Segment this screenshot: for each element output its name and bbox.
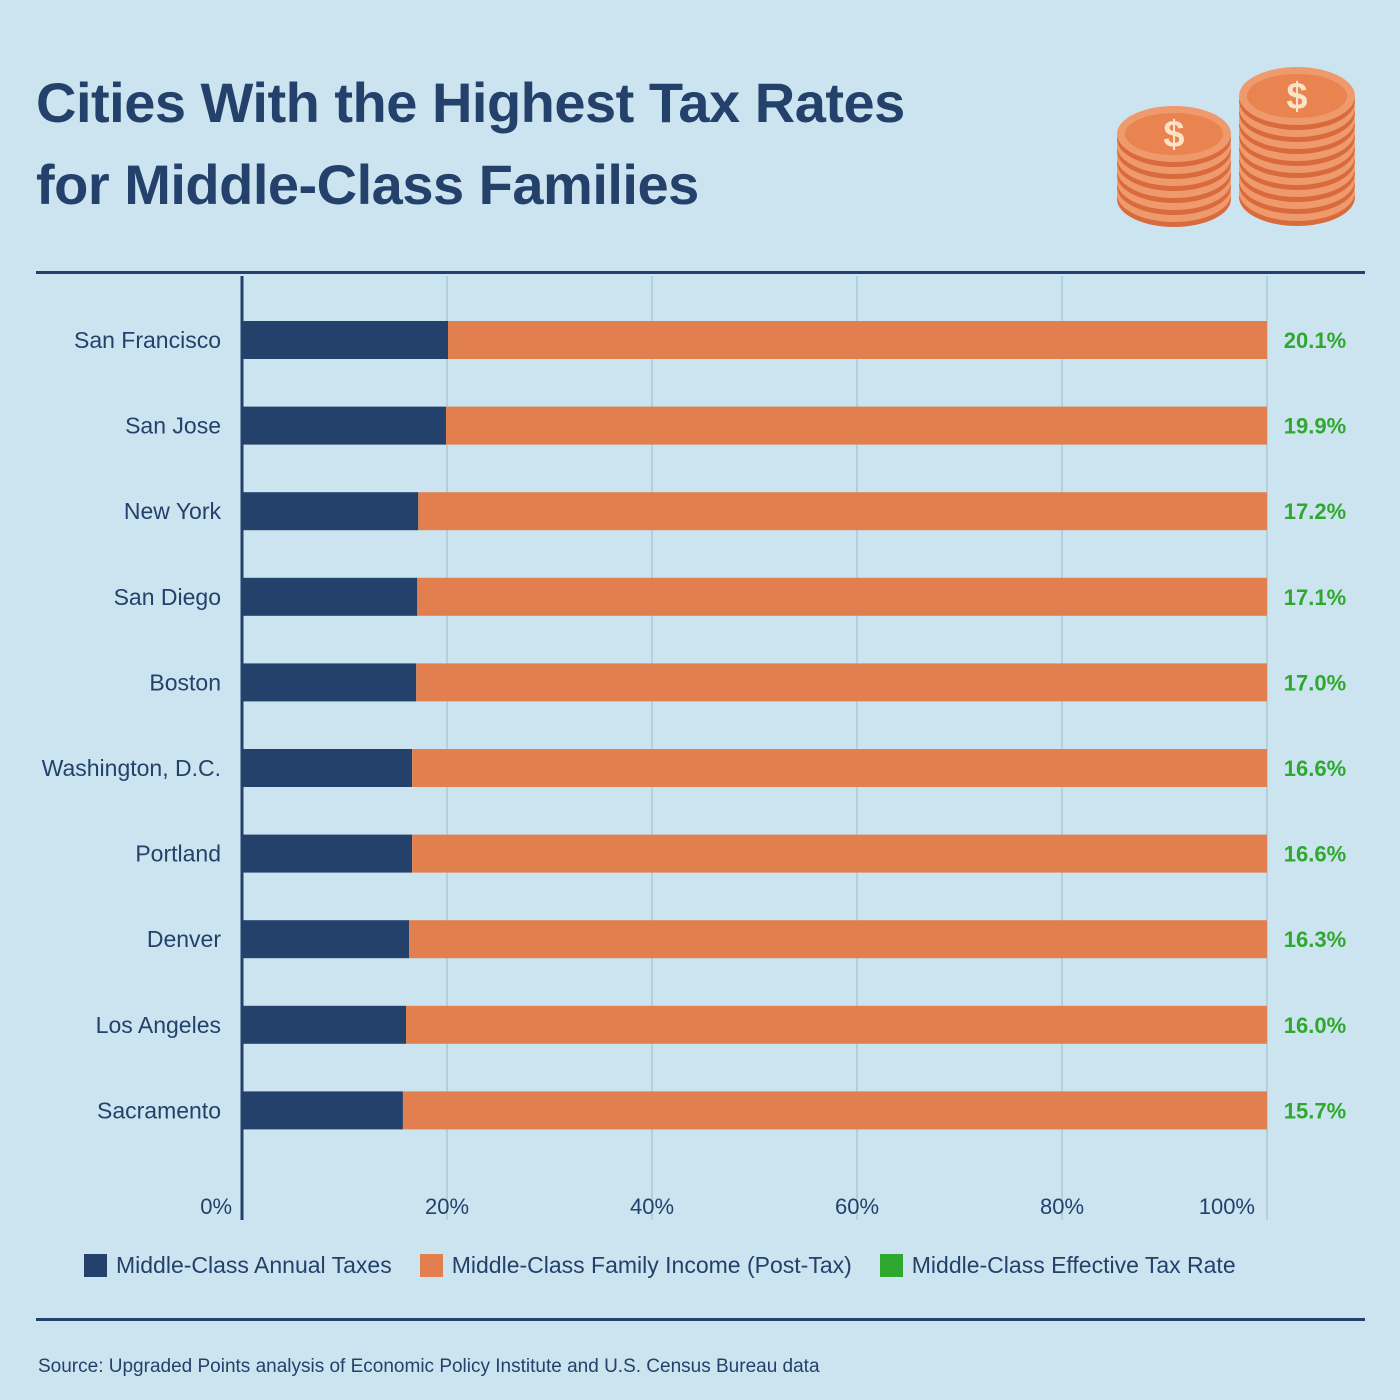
- title-line-2: for Middle-Class Families: [36, 153, 699, 216]
- x-tick-label: 80%: [1040, 1194, 1084, 1219]
- title-line-1: Cities With the Highest Tax Rates: [36, 71, 905, 134]
- x-tick-label: 20%: [425, 1194, 469, 1219]
- legend-label-taxes: Middle-Class Annual Taxes: [116, 1252, 392, 1278]
- legend-swatch-rate: [879, 1254, 903, 1277]
- legend-item-rate: Middle-Class Effective Tax Rate: [879, 1252, 1236, 1279]
- bar-income-1: [445, 406, 1268, 445]
- category-label: San Jose: [125, 413, 221, 439]
- bar-taxes-9: [242, 1091, 403, 1130]
- rate-label: 15.7%: [1284, 1098, 1346, 1123]
- rate-label: 16.0%: [1284, 1013, 1346, 1038]
- legend-swatch-taxes: [84, 1254, 107, 1277]
- legend-label-income: Middle-Class Family Income (Post-Tax): [451, 1252, 852, 1278]
- bar-income-9: [402, 1091, 1267, 1130]
- legend-item-taxes: Middle-Class Annual Taxes: [84, 1252, 392, 1279]
- bar-income-8: [406, 1005, 1267, 1044]
- rate-label: 17.2%: [1284, 499, 1346, 524]
- top-divider: [36, 271, 1365, 274]
- x-tick-label: 40%: [630, 1194, 674, 1219]
- legend-label-rate: Middle-Class Effective Tax Rate: [911, 1252, 1236, 1278]
- legend-swatch-income: [419, 1254, 443, 1277]
- bar-taxes-4: [242, 663, 417, 702]
- bar-taxes-2: [242, 492, 419, 531]
- x-tick-label: 100%: [1199, 1194, 1255, 1219]
- source-note: Source: Upgraded Points analysis of Econ…: [38, 1356, 820, 1377]
- category-label: Portland: [135, 841, 221, 867]
- coin-stacks-icon: $$: [1117, 67, 1355, 227]
- bottom-divider: [36, 1318, 1365, 1321]
- rate-label: 20.1%: [1284, 328, 1346, 353]
- bar-income-2: [418, 492, 1267, 531]
- category-label: Sacramento: [97, 1097, 221, 1123]
- bar-taxes-6: [242, 834, 413, 873]
- rate-label: 16.6%: [1284, 756, 1346, 781]
- coin-stack-small: $: [1117, 106, 1231, 227]
- bar-income-0: [448, 321, 1267, 359]
- category-label: Denver: [147, 926, 221, 952]
- bar-taxes-5: [242, 749, 413, 787]
- bar-income-6: [412, 834, 1267, 873]
- svg-text:$: $: [1286, 76, 1307, 118]
- bar-taxes-8: [242, 1005, 406, 1044]
- category-label: Boston: [149, 669, 221, 695]
- bar-taxes-1: [242, 406, 446, 445]
- category-label: New York: [124, 498, 222, 524]
- bar-income-7: [409, 920, 1267, 959]
- category-label: Washington, D.C.: [42, 755, 221, 781]
- bar-income-4: [416, 663, 1267, 702]
- bar-taxes-7: [242, 920, 410, 959]
- x-tick-label: 0%: [200, 1194, 232, 1219]
- bar-income-3: [417, 577, 1267, 616]
- rate-label: 17.0%: [1284, 670, 1346, 695]
- chart-legend: Middle-Class Annual Taxes Middle-Class F…: [84, 1252, 1264, 1279]
- rate-label: 19.9%: [1284, 414, 1346, 439]
- chart-title: Cities With the Highest Tax Rates for Mi…: [36, 62, 905, 226]
- rate-label: 17.1%: [1284, 585, 1346, 610]
- category-label: San Diego: [114, 584, 221, 610]
- category-label: San Francisco: [74, 327, 221, 353]
- rate-label: 16.3%: [1284, 927, 1346, 952]
- legend-item-income: Middle-Class Family Income (Post-Tax): [419, 1252, 852, 1279]
- category-label: Los Angeles: [96, 1012, 221, 1038]
- x-tick-label: 60%: [835, 1194, 879, 1219]
- bar-taxes-0: [242, 321, 449, 359]
- bar-income-5: [412, 749, 1267, 787]
- rate-label: 16.6%: [1284, 842, 1346, 867]
- bar-chart: San Francisco 20.1% San Jose 19.9% New York 1…: [42, 276, 1346, 1220]
- svg-text:$: $: [1163, 114, 1184, 156]
- bar-taxes-3: [242, 577, 418, 616]
- coin-stack-large: $: [1239, 67, 1355, 226]
